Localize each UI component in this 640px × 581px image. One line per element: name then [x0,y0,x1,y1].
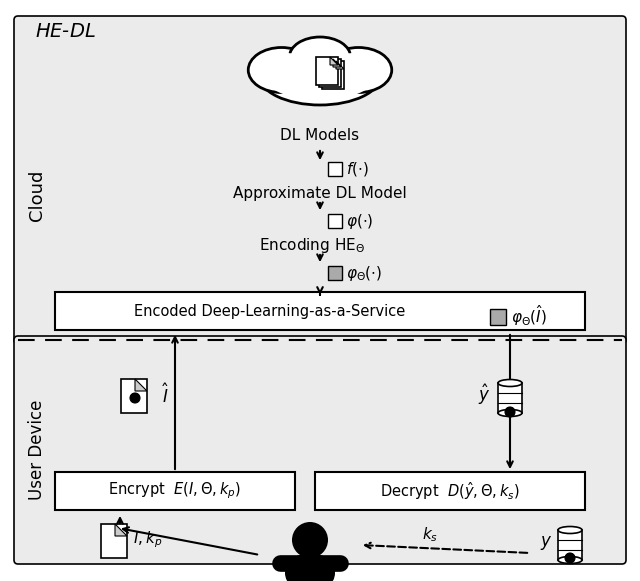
FancyBboxPatch shape [328,214,342,228]
FancyBboxPatch shape [14,336,626,564]
Text: Approximate DL Model: Approximate DL Model [233,185,407,200]
FancyBboxPatch shape [315,472,585,510]
FancyBboxPatch shape [319,59,341,87]
Ellipse shape [498,410,522,417]
FancyBboxPatch shape [328,266,342,280]
Text: $HE$-$DL$: $HE$-$DL$ [35,22,96,41]
Ellipse shape [285,553,335,581]
Text: $\hat{I}$: $\hat{I}$ [162,383,170,407]
Ellipse shape [498,379,522,386]
Text: $\varphi_\Theta(\hat{I})$: $\varphi_\Theta(\hat{I})$ [511,303,547,328]
Ellipse shape [330,52,387,88]
FancyBboxPatch shape [55,292,585,330]
Polygon shape [336,61,344,69]
FancyBboxPatch shape [55,472,295,510]
Text: Encoding HE$_\Theta$: Encoding HE$_\Theta$ [259,235,365,254]
Ellipse shape [248,48,315,92]
Circle shape [565,553,575,563]
Ellipse shape [263,50,377,100]
Circle shape [292,522,328,558]
Ellipse shape [294,41,346,74]
Text: Encrypt  $E(I, \Theta, k_p)$: Encrypt $E(I, \Theta, k_p)$ [108,480,241,501]
Circle shape [130,393,140,403]
FancyBboxPatch shape [121,379,147,413]
Text: Cloud: Cloud [28,169,46,221]
Text: $k_s$: $k_s$ [422,526,438,544]
Polygon shape [115,524,127,536]
Polygon shape [330,57,338,65]
Text: $y$: $y$ [540,534,552,552]
Text: User Device: User Device [28,400,46,500]
Text: $\varphi(\cdot)$: $\varphi(\cdot)$ [346,211,373,231]
FancyBboxPatch shape [490,309,506,325]
Text: $I, k_p$: $I, k_p$ [133,530,163,550]
Text: $\hat{y}$: $\hat{y}$ [477,383,490,407]
FancyBboxPatch shape [316,57,338,85]
Ellipse shape [253,52,310,88]
Text: DL Models: DL Models [280,127,360,142]
Polygon shape [333,59,341,67]
Text: Encoded Deep-Learning-as-a-Service: Encoded Deep-Learning-as-a-Service [134,303,406,318]
FancyBboxPatch shape [322,61,344,89]
Ellipse shape [325,48,392,92]
FancyBboxPatch shape [328,162,342,176]
Ellipse shape [558,526,582,533]
Circle shape [505,407,515,417]
FancyBboxPatch shape [101,524,127,558]
FancyBboxPatch shape [14,16,626,344]
Ellipse shape [259,45,381,105]
Text: $\varphi_\Theta(\cdot)$: $\varphi_\Theta(\cdot)$ [346,264,382,282]
FancyBboxPatch shape [498,383,522,413]
Ellipse shape [289,37,351,77]
Polygon shape [135,379,147,391]
FancyBboxPatch shape [558,530,582,560]
Text: $f(\cdot)$: $f(\cdot)$ [346,160,369,178]
Ellipse shape [558,557,582,564]
Text: Decrypt  $D(\hat{y}, \Theta, k_s)$: Decrypt $D(\hat{y}, \Theta, k_s)$ [380,480,520,502]
